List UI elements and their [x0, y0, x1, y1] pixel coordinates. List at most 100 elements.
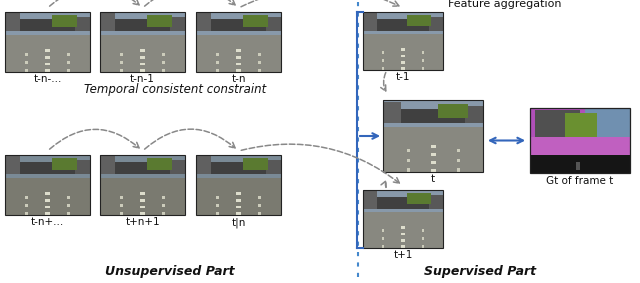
- Bar: [100, 178, 185, 215]
- Bar: [196, 12, 281, 35]
- Text: t|n: t|n: [231, 217, 246, 228]
- Bar: [243, 15, 268, 27]
- Bar: [236, 192, 241, 195]
- Bar: [401, 239, 405, 241]
- Bar: [406, 158, 410, 162]
- Bar: [431, 161, 435, 164]
- Bar: [401, 245, 405, 248]
- Bar: [431, 153, 435, 156]
- Bar: [383, 109, 483, 123]
- Text: t: t: [431, 174, 435, 184]
- Bar: [216, 196, 218, 199]
- Bar: [236, 213, 241, 215]
- Bar: [456, 149, 460, 152]
- Text: t-n+...: t-n+...: [31, 217, 64, 227]
- Bar: [382, 245, 384, 248]
- Bar: [140, 49, 145, 52]
- Bar: [382, 67, 384, 70]
- Text: t-1: t-1: [396, 72, 410, 82]
- Bar: [363, 190, 443, 248]
- Bar: [140, 213, 145, 215]
- Bar: [422, 59, 424, 62]
- Bar: [5, 19, 90, 31]
- Bar: [5, 178, 90, 215]
- Bar: [140, 192, 145, 195]
- Bar: [25, 196, 28, 199]
- Bar: [465, 106, 483, 123]
- Bar: [140, 199, 145, 201]
- Bar: [170, 160, 185, 174]
- Bar: [100, 156, 115, 174]
- Bar: [163, 196, 165, 199]
- Bar: [383, 102, 401, 123]
- Bar: [216, 212, 218, 215]
- Bar: [401, 67, 405, 70]
- Bar: [216, 53, 218, 56]
- Bar: [67, 212, 70, 215]
- Bar: [383, 100, 483, 127]
- Bar: [401, 48, 405, 51]
- Bar: [363, 34, 443, 70]
- Bar: [259, 69, 261, 72]
- Bar: [406, 168, 410, 172]
- Bar: [67, 196, 70, 199]
- Bar: [100, 19, 185, 31]
- Text: t-n-1: t-n-1: [130, 74, 155, 84]
- Bar: [75, 17, 90, 31]
- Bar: [45, 69, 50, 72]
- Bar: [401, 233, 405, 235]
- Bar: [456, 168, 460, 172]
- Bar: [422, 67, 424, 70]
- Bar: [382, 237, 384, 240]
- Bar: [75, 160, 90, 174]
- Bar: [196, 155, 281, 178]
- Text: Gt of frame t: Gt of frame t: [547, 176, 614, 186]
- Bar: [401, 226, 405, 229]
- Bar: [431, 145, 435, 148]
- Bar: [422, 229, 424, 232]
- Bar: [236, 56, 241, 59]
- Text: t-n: t-n: [231, 74, 246, 84]
- Bar: [5, 12, 90, 72]
- Bar: [456, 158, 460, 162]
- Bar: [266, 17, 281, 31]
- Bar: [363, 191, 378, 209]
- Bar: [163, 204, 165, 207]
- Bar: [363, 12, 443, 34]
- Bar: [407, 15, 431, 26]
- Text: Supervised Part: Supervised Part: [424, 265, 536, 278]
- Bar: [45, 192, 50, 195]
- Bar: [140, 63, 145, 65]
- Bar: [363, 12, 443, 70]
- Bar: [100, 35, 185, 72]
- Bar: [45, 56, 50, 59]
- Bar: [576, 162, 580, 170]
- Bar: [67, 53, 70, 56]
- Bar: [67, 204, 70, 207]
- Text: Unsupervised Part: Unsupervised Part: [105, 265, 235, 278]
- Bar: [236, 199, 241, 201]
- Bar: [196, 162, 281, 174]
- Bar: [422, 51, 424, 54]
- Bar: [100, 12, 185, 35]
- Bar: [163, 69, 165, 72]
- Bar: [259, 61, 261, 64]
- Bar: [100, 12, 185, 72]
- Bar: [429, 17, 443, 31]
- Text: t-n-...: t-n-...: [33, 74, 61, 84]
- Bar: [243, 158, 268, 170]
- Bar: [45, 206, 50, 208]
- Bar: [100, 162, 185, 174]
- Bar: [535, 110, 580, 137]
- Bar: [25, 61, 28, 64]
- Bar: [5, 162, 90, 174]
- Bar: [147, 158, 172, 170]
- Bar: [530, 108, 630, 173]
- Bar: [216, 204, 218, 207]
- Bar: [196, 178, 281, 215]
- Bar: [25, 69, 28, 72]
- Bar: [25, 204, 28, 207]
- Bar: [363, 190, 443, 212]
- Bar: [236, 63, 241, 65]
- Bar: [5, 155, 90, 215]
